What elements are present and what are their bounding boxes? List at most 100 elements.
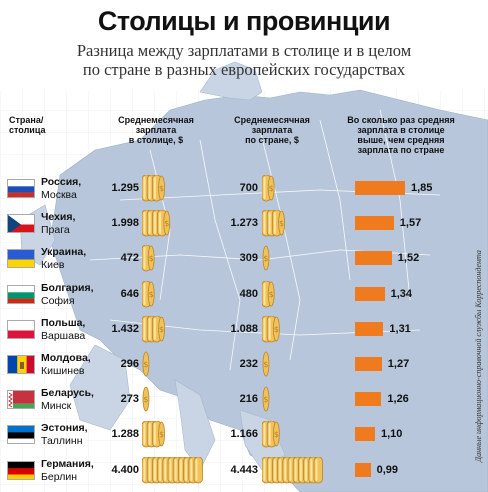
svg-text:$: $ — [274, 430, 279, 439]
coin-icon: $ — [262, 386, 270, 412]
capital-salary-value: 1.998 — [111, 217, 139, 230]
capital-coin-stack: $ — [142, 351, 156, 379]
country-name: Болгария, — [41, 281, 94, 294]
capital-coin-stack: $ — [141, 209, 177, 238]
country-name: Россия, — [41, 176, 82, 188]
capital-salary-value: 646 — [120, 287, 139, 300]
national-salary-value: 4.443 — [230, 463, 258, 476]
capital-salary-value: 4.400 — [111, 463, 139, 476]
svg-text:$: $ — [263, 395, 268, 404]
national-coin-stack: $ — [261, 420, 287, 449]
header-line: выше, чем средняя — [357, 135, 445, 145]
capital-coin-stack: $ — [142, 386, 156, 414]
source-note: Данные информационно-справочной службы К… — [474, 250, 483, 462]
table-row: Украина, Киев 472 $ 309 $ 1,52 — [0, 240, 470, 274]
svg-text:$: $ — [149, 254, 154, 263]
header-line: по стране, $ — [245, 135, 299, 145]
national-salary-value: 1.088 — [230, 322, 258, 335]
svg-text:$: $ — [263, 360, 268, 369]
capital-salary-value: 1.288 — [111, 428, 139, 441]
flag-icon — [7, 319, 35, 339]
header-line: Страна/ — [9, 115, 44, 125]
column-header-capital-salary: Среднемесячная зарплата в столице, $ — [114, 115, 198, 145]
coin-icon: $ — [142, 351, 150, 377]
coin-icon: $ — [267, 175, 275, 201]
coin-icon: $ — [262, 245, 270, 271]
capital-salary-value: 273 — [120, 393, 139, 406]
coin-icon: $ — [163, 210, 171, 236]
header-line: зарплата — [251, 125, 293, 135]
subtitle-line: по стране в разных европейских государст… — [82, 60, 406, 79]
national-salary-value: 480 — [239, 287, 258, 300]
header-line: Во сколько раз средняя — [347, 115, 455, 125]
ratio-bar — [355, 216, 394, 231]
page-subtitle: Разница между зарплатами в столице и в ц… — [0, 41, 488, 79]
flag-icon — [7, 249, 35, 269]
capital-name: София — [41, 294, 75, 307]
ratio-value: 1,34 — [390, 287, 413, 300]
flag-icon — [7, 390, 35, 410]
svg-text:$: $ — [269, 290, 274, 299]
svg-text:$: $ — [263, 254, 268, 263]
header-line: зарплата в столице — [357, 125, 445, 135]
coin-icon: $ — [272, 421, 280, 447]
ratio-value: 0,99 — [376, 463, 399, 476]
ratio-bar — [355, 357, 382, 371]
capital-name: Москва — [41, 189, 77, 201]
header-line: в столице, $ — [128, 135, 184, 145]
ratio-bar — [355, 286, 385, 301]
flag-icon — [7, 179, 35, 198]
subtitle-line: Разница между зарплатами в столице и в ц… — [76, 41, 412, 60]
capital-salary-value: 296 — [120, 358, 139, 370]
svg-text:$: $ — [164, 219, 169, 228]
national-coin-stack: $ — [262, 351, 276, 379]
ratio-bar — [355, 181, 405, 195]
header-line: зарплата по стране — [357, 145, 445, 155]
svg-text:$: $ — [269, 184, 274, 193]
table-row: Эстония, Таллинн 1.288 $ 1.166 — [0, 416, 470, 450]
capital-coin-stack: $ — [141, 174, 172, 203]
capital-name: Варшава — [41, 329, 86, 342]
coin-icon: $ — [147, 281, 155, 306]
country-name: Польша, — [41, 316, 86, 329]
capital-coin-stack: $ — [141, 280, 162, 309]
capital-name: Берлин — [41, 470, 78, 483]
capital-coin-stack: $ — [141, 315, 172, 344]
national-coin-stack: $ — [261, 280, 282, 309]
national-coin-stack: $ — [262, 386, 276, 414]
svg-text:$: $ — [159, 184, 164, 193]
column-header-country: Страна/ столица — [9, 115, 69, 135]
svg-text:$: $ — [159, 325, 164, 334]
coin-icon: $ — [147, 245, 155, 271]
capital-name: Прага — [41, 224, 70, 237]
country-name: Молдова, — [41, 352, 91, 364]
country-name: Украина, — [41, 246, 87, 259]
ratio-bar — [355, 392, 382, 407]
national-salary-value: 700 — [239, 182, 258, 194]
capital-salary-value: 472 — [120, 252, 139, 265]
table-row: Беларусь, Минск 273 $ 216 $ 1,26 — [0, 381, 470, 415]
ratio-bar — [355, 251, 392, 266]
national-coin-stack — [261, 456, 328, 485]
capital-coin-stack — [141, 456, 208, 485]
national-coin-stack: $ — [261, 315, 287, 344]
flag-icon — [7, 425, 35, 445]
coin-icon: $ — [158, 316, 165, 342]
national-salary-value: 1.273 — [230, 217, 258, 230]
svg-text:$: $ — [159, 430, 164, 439]
capital-salary-value: 1.432 — [111, 322, 139, 335]
svg-text:$: $ — [274, 325, 279, 334]
header-line: Среднемесячная — [234, 115, 310, 125]
capital-salary-value: 1.295 — [111, 182, 139, 194]
header-line: столица — [9, 125, 46, 135]
country-name: Беларусь, — [41, 387, 94, 400]
svg-text:$: $ — [279, 219, 284, 228]
ratio-value: 1,85 — [411, 182, 433, 194]
national-coin-stack: $ — [261, 174, 282, 203]
table-row: Болгария, София 646 $ 480 $ 1,34 — [0, 276, 470, 310]
coin-icon: $ — [158, 175, 165, 201]
header-line: зарплата — [135, 125, 177, 135]
capital-coin-stack: $ — [141, 244, 162, 273]
national-coin-stack: $ — [262, 245, 276, 273]
ratio-bar — [355, 321, 384, 336]
